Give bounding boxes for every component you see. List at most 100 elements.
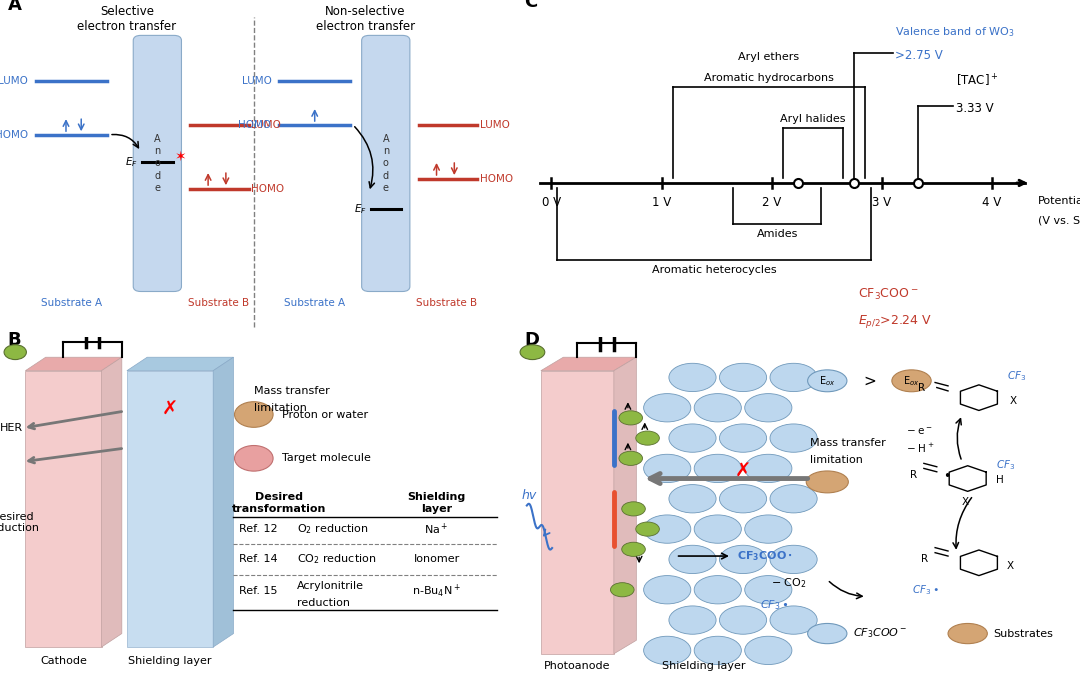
Ellipse shape	[644, 636, 691, 665]
Circle shape	[636, 522, 660, 537]
Text: Ref. 15: Ref. 15	[239, 586, 278, 596]
Text: Aryl halides: Aryl halides	[780, 114, 846, 124]
Text: X: X	[1010, 396, 1017, 406]
Text: ✗: ✗	[734, 462, 752, 481]
Circle shape	[521, 344, 544, 359]
Text: $\mathregular{CF_3COO^-}$: $\mathregular{CF_3COO^-}$	[858, 286, 918, 301]
Text: limitation: limitation	[810, 455, 863, 465]
Text: D: D	[524, 332, 539, 349]
Ellipse shape	[694, 515, 741, 543]
Text: e$^-$: e$^-$	[625, 413, 636, 423]
Text: $\mathbf{CF_3COO\bullet}$: $\mathbf{CF_3COO\bullet}$	[738, 549, 794, 563]
Text: $-$ H$^+$: $-$ H$^+$	[906, 441, 934, 455]
Text: limitation: limitation	[254, 403, 307, 412]
Ellipse shape	[770, 606, 818, 634]
Text: Valence band of WO$_3$: Valence band of WO$_3$	[895, 25, 1015, 38]
Text: R: R	[921, 555, 929, 564]
FancyBboxPatch shape	[362, 35, 410, 291]
Text: e$^-$: e$^-$	[9, 347, 22, 357]
Text: Cathode: Cathode	[40, 656, 86, 665]
Text: A
n
o
d
e: A n o d e	[382, 133, 389, 193]
Text: 2 V: 2 V	[762, 196, 781, 210]
Text: $CF_3\bullet$: $CF_3\bullet$	[760, 598, 788, 612]
Text: (V vs. SCE): (V vs. SCE)	[1038, 216, 1080, 226]
Ellipse shape	[669, 606, 716, 634]
Text: LUMO: LUMO	[0, 76, 28, 86]
Text: Selective
electron transfer: Selective electron transfer	[78, 5, 176, 33]
Text: 3.33 V: 3.33 V	[956, 102, 994, 115]
Text: n-Bu$_4$N$^+$: n-Bu$_4$N$^+$	[413, 583, 461, 600]
Polygon shape	[213, 357, 233, 647]
Text: e$^-$: e$^-$	[625, 454, 636, 463]
Text: B: B	[8, 332, 22, 349]
FancyBboxPatch shape	[133, 35, 181, 291]
Polygon shape	[26, 371, 102, 647]
Circle shape	[622, 501, 646, 516]
Ellipse shape	[745, 454, 792, 483]
Text: 0 V: 0 V	[542, 196, 561, 210]
Text: $CF_3COO^-$: $CF_3COO^-$	[852, 627, 907, 640]
Polygon shape	[102, 357, 122, 647]
Ellipse shape	[719, 485, 767, 513]
Text: [TAC]$^+$: [TAC]$^+$	[956, 73, 998, 89]
Ellipse shape	[719, 363, 767, 392]
Ellipse shape	[669, 363, 716, 392]
Text: $CF_3\bullet$: $CF_3\bullet$	[912, 583, 939, 596]
Text: e$^-$: e$^-$	[617, 585, 627, 594]
Ellipse shape	[669, 424, 716, 452]
Ellipse shape	[770, 485, 818, 513]
Circle shape	[619, 452, 643, 465]
Text: $CF_3$: $CF_3$	[996, 458, 1015, 472]
Text: 1 V: 1 V	[652, 196, 671, 210]
Text: e$^-$: e$^-$	[526, 347, 539, 357]
Text: HOMO: HOMO	[480, 174, 513, 183]
Circle shape	[636, 431, 660, 445]
Text: E$_{ox}$: E$_{ox}$	[903, 374, 920, 388]
Circle shape	[234, 446, 273, 471]
Text: E$_{ox}$: E$_{ox}$	[819, 374, 836, 388]
Text: Aromatic heterocycles: Aromatic heterocycles	[651, 265, 777, 275]
Text: CO$_2$ reduction: CO$_2$ reduction	[297, 553, 377, 566]
Text: HOMO: HOMO	[239, 120, 271, 129]
Ellipse shape	[770, 363, 818, 392]
Text: LUMO: LUMO	[252, 120, 281, 129]
Text: $E_{p/2}$>2.24 V: $E_{p/2}$>2.24 V	[858, 313, 932, 330]
Text: 3 V: 3 V	[873, 196, 891, 210]
Text: Substrate B: Substrate B	[188, 299, 248, 308]
Text: Mass transfer: Mass transfer	[810, 438, 887, 448]
Text: LUMO: LUMO	[242, 76, 271, 86]
Text: Ref. 12: Ref. 12	[239, 524, 278, 534]
Text: ✗: ✗	[162, 400, 178, 419]
Text: Acrylonitrile: Acrylonitrile	[297, 582, 364, 591]
Text: $-$ CO$_2$: $-$ CO$_2$	[771, 576, 807, 590]
Text: R: R	[910, 470, 917, 480]
Ellipse shape	[719, 545, 767, 574]
Text: $CF_3$: $CF_3$	[1007, 369, 1026, 383]
Text: $E_F$: $E_F$	[125, 155, 138, 168]
Ellipse shape	[644, 576, 691, 604]
Text: Substrates: Substrates	[993, 629, 1053, 638]
Ellipse shape	[669, 485, 716, 513]
Circle shape	[234, 402, 273, 427]
Polygon shape	[541, 371, 613, 654]
Ellipse shape	[719, 606, 767, 634]
Text: Desired
transformation: Desired transformation	[232, 492, 326, 514]
Text: ✶: ✶	[174, 150, 186, 164]
Text: 4 V: 4 V	[983, 196, 1001, 210]
Polygon shape	[26, 357, 122, 371]
Text: C: C	[524, 0, 537, 11]
Text: $-$ e$^-$: $-$ e$^-$	[906, 426, 933, 437]
Text: Photoanode: Photoanode	[544, 661, 610, 671]
Text: reduction: reduction	[297, 599, 350, 608]
Text: Shielding layer: Shielding layer	[129, 656, 212, 665]
Text: Aryl ethers: Aryl ethers	[739, 52, 799, 61]
Polygon shape	[541, 357, 636, 371]
Text: LUMO: LUMO	[480, 120, 510, 129]
Text: Substrate A: Substrate A	[41, 299, 102, 308]
Text: hv: hv	[522, 489, 537, 502]
Text: Proton or water: Proton or water	[282, 410, 368, 419]
Text: A
n
o
d
e: A n o d e	[154, 133, 161, 193]
Text: Aromatic hydrocarbons: Aromatic hydrocarbons	[704, 73, 834, 84]
Text: •: •	[943, 470, 950, 483]
Text: A: A	[8, 0, 22, 14]
